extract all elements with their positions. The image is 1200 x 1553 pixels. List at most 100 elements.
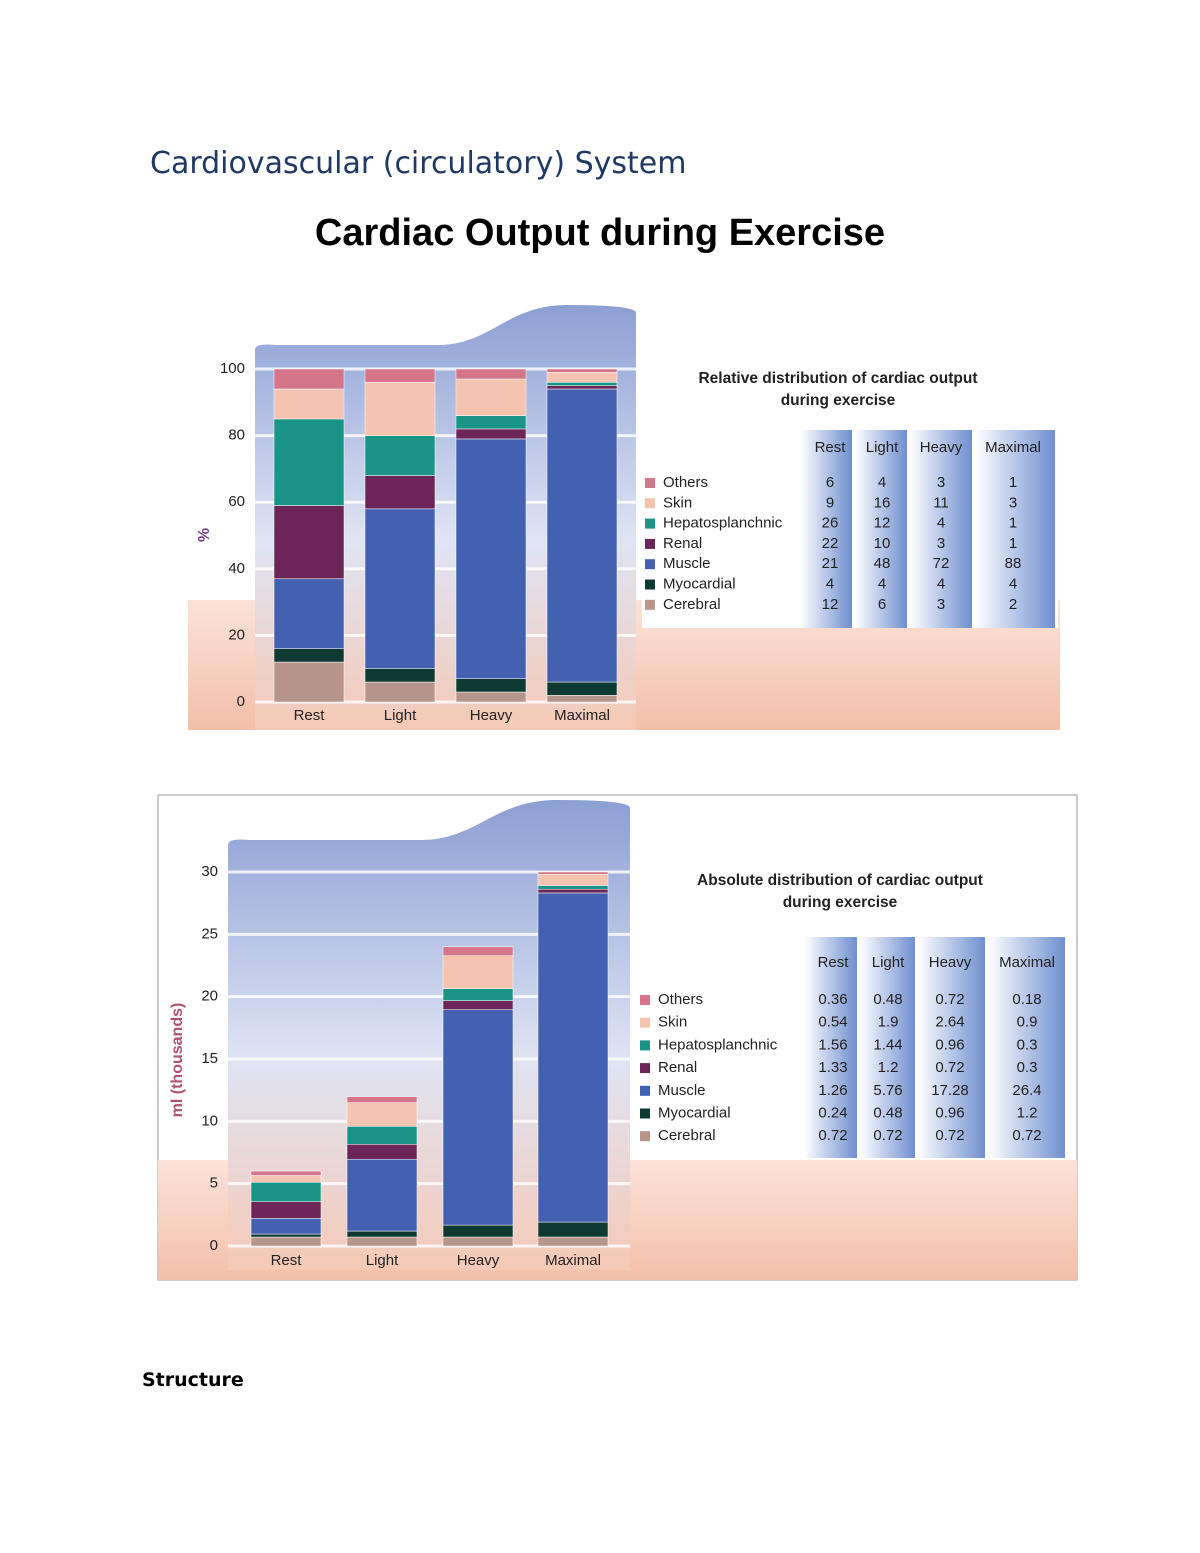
chart-title: Relative distribution of cardiac output … xyxy=(698,370,978,409)
bar-segment xyxy=(364,368,436,383)
table-column xyxy=(855,430,907,628)
legend-label: Hepatosplanchnic xyxy=(663,515,783,532)
table-value: 0.72 xyxy=(818,1127,847,1144)
legend-swatch xyxy=(640,1131,650,1142)
legend-swatch xyxy=(640,1085,650,1096)
legend-label: Cerebral xyxy=(658,1127,716,1144)
bar-segment xyxy=(346,1096,418,1103)
bar-segment xyxy=(273,388,345,420)
bar-segment xyxy=(273,648,345,663)
table-value: 16 xyxy=(874,494,891,511)
bar-segment xyxy=(546,695,618,703)
table-value: 0.3 xyxy=(1017,1036,1038,1053)
bar-segment xyxy=(455,415,527,430)
y-tick-label: 80 xyxy=(228,427,245,444)
bar-segment xyxy=(546,681,618,696)
bar-segment xyxy=(455,678,527,693)
bar-segment xyxy=(346,1102,418,1127)
table-value: 0.48 xyxy=(873,991,902,1008)
table-value: 17.28 xyxy=(931,1082,969,1099)
legend-swatch xyxy=(645,559,655,570)
table-header: Maximal xyxy=(985,439,1041,456)
legend-label: Skin xyxy=(663,494,692,511)
table-value: 72 xyxy=(933,555,950,572)
legend-swatch xyxy=(640,1063,650,1074)
x-tick-label: Maximal xyxy=(545,1252,601,1269)
table-value: 0.72 xyxy=(935,1059,964,1076)
bar-segment xyxy=(273,661,345,703)
table-value: 11 xyxy=(933,494,949,511)
legend-swatch xyxy=(645,518,655,529)
x-tick-label: Rest xyxy=(294,707,326,724)
legend-label: Muscle xyxy=(663,555,711,572)
heading: Cardiovascular (circulatory) System xyxy=(150,146,687,181)
table-value: 3 xyxy=(937,474,945,491)
table-column xyxy=(918,937,985,1158)
table-column xyxy=(860,937,915,1158)
table-value: 0.72 xyxy=(935,991,964,1008)
legend-swatch xyxy=(640,1040,650,1051)
bar-segment xyxy=(455,428,527,440)
bar-segment xyxy=(250,1233,322,1238)
table-value: 1.9 xyxy=(878,1014,899,1031)
bar-segment xyxy=(250,1201,322,1219)
table-value: 0.72 xyxy=(1012,1127,1041,1144)
y-tick-label: 100 xyxy=(220,360,245,377)
table-value: 0.36 xyxy=(818,991,847,1008)
bar-segment xyxy=(364,508,436,669)
bar-segment xyxy=(346,1230,418,1238)
bar-segment xyxy=(546,385,618,390)
plot-background xyxy=(255,305,636,730)
bar-segment xyxy=(546,368,618,373)
plot-background xyxy=(228,800,630,1270)
table-column xyxy=(975,430,1055,628)
table-value: 48 xyxy=(874,555,891,572)
bar-segment xyxy=(546,372,618,383)
bar-segment xyxy=(442,988,514,1001)
bar-segment xyxy=(273,418,345,506)
table-value: 4 xyxy=(1009,575,1017,592)
legend-swatch xyxy=(645,538,655,549)
x-tick-label: Rest xyxy=(271,1252,303,1269)
y-axis-label: ml (thousands) xyxy=(169,1003,186,1118)
table-value: 0.72 xyxy=(935,1127,964,1144)
table-value: 9 xyxy=(826,494,834,511)
table-value: 0.9 xyxy=(1017,1014,1038,1031)
legend-swatch xyxy=(645,478,655,488)
bar-segment xyxy=(537,885,609,890)
bar-segment xyxy=(442,946,514,957)
legend-label: Myocardial xyxy=(658,1104,731,1121)
bar-segment xyxy=(273,368,345,390)
y-tick-label: 0 xyxy=(210,1237,218,1254)
bar-segment xyxy=(546,388,618,683)
table-value: 21 xyxy=(822,555,839,572)
bar-segment xyxy=(455,438,527,679)
table-value: 4 xyxy=(878,474,886,491)
table-header: Rest xyxy=(818,954,850,971)
table-value: 0.3 xyxy=(1017,1059,1038,1076)
y-tick-label: 20 xyxy=(201,988,218,1005)
bar-segment xyxy=(364,681,436,703)
y-tick-label: 25 xyxy=(201,925,218,942)
bar-segment xyxy=(537,871,609,875)
table-value: 0.48 xyxy=(873,1104,902,1121)
table-value: 0.96 xyxy=(935,1104,964,1121)
table-value: 2.64 xyxy=(935,1014,964,1031)
table-value: 1.2 xyxy=(1017,1104,1038,1121)
y-tick-label: 0 xyxy=(237,693,245,710)
legend-swatch xyxy=(640,1017,650,1028)
table-header: Heavy xyxy=(920,439,963,456)
table-value: 10 xyxy=(874,535,891,552)
table-value: 4 xyxy=(937,575,945,592)
bar-segment xyxy=(442,1009,514,1226)
bar-segment xyxy=(537,892,609,1223)
y-tick-label: 20 xyxy=(228,626,245,643)
legend-swatch xyxy=(640,1108,650,1119)
table-value: 22 xyxy=(822,535,839,552)
x-tick-label: Heavy xyxy=(470,707,513,724)
y-tick-label: 40 xyxy=(228,560,245,577)
table-column xyxy=(800,430,852,628)
table-value: 4 xyxy=(878,575,886,592)
bar-segment xyxy=(346,1158,418,1232)
legend-swatch xyxy=(645,599,655,610)
